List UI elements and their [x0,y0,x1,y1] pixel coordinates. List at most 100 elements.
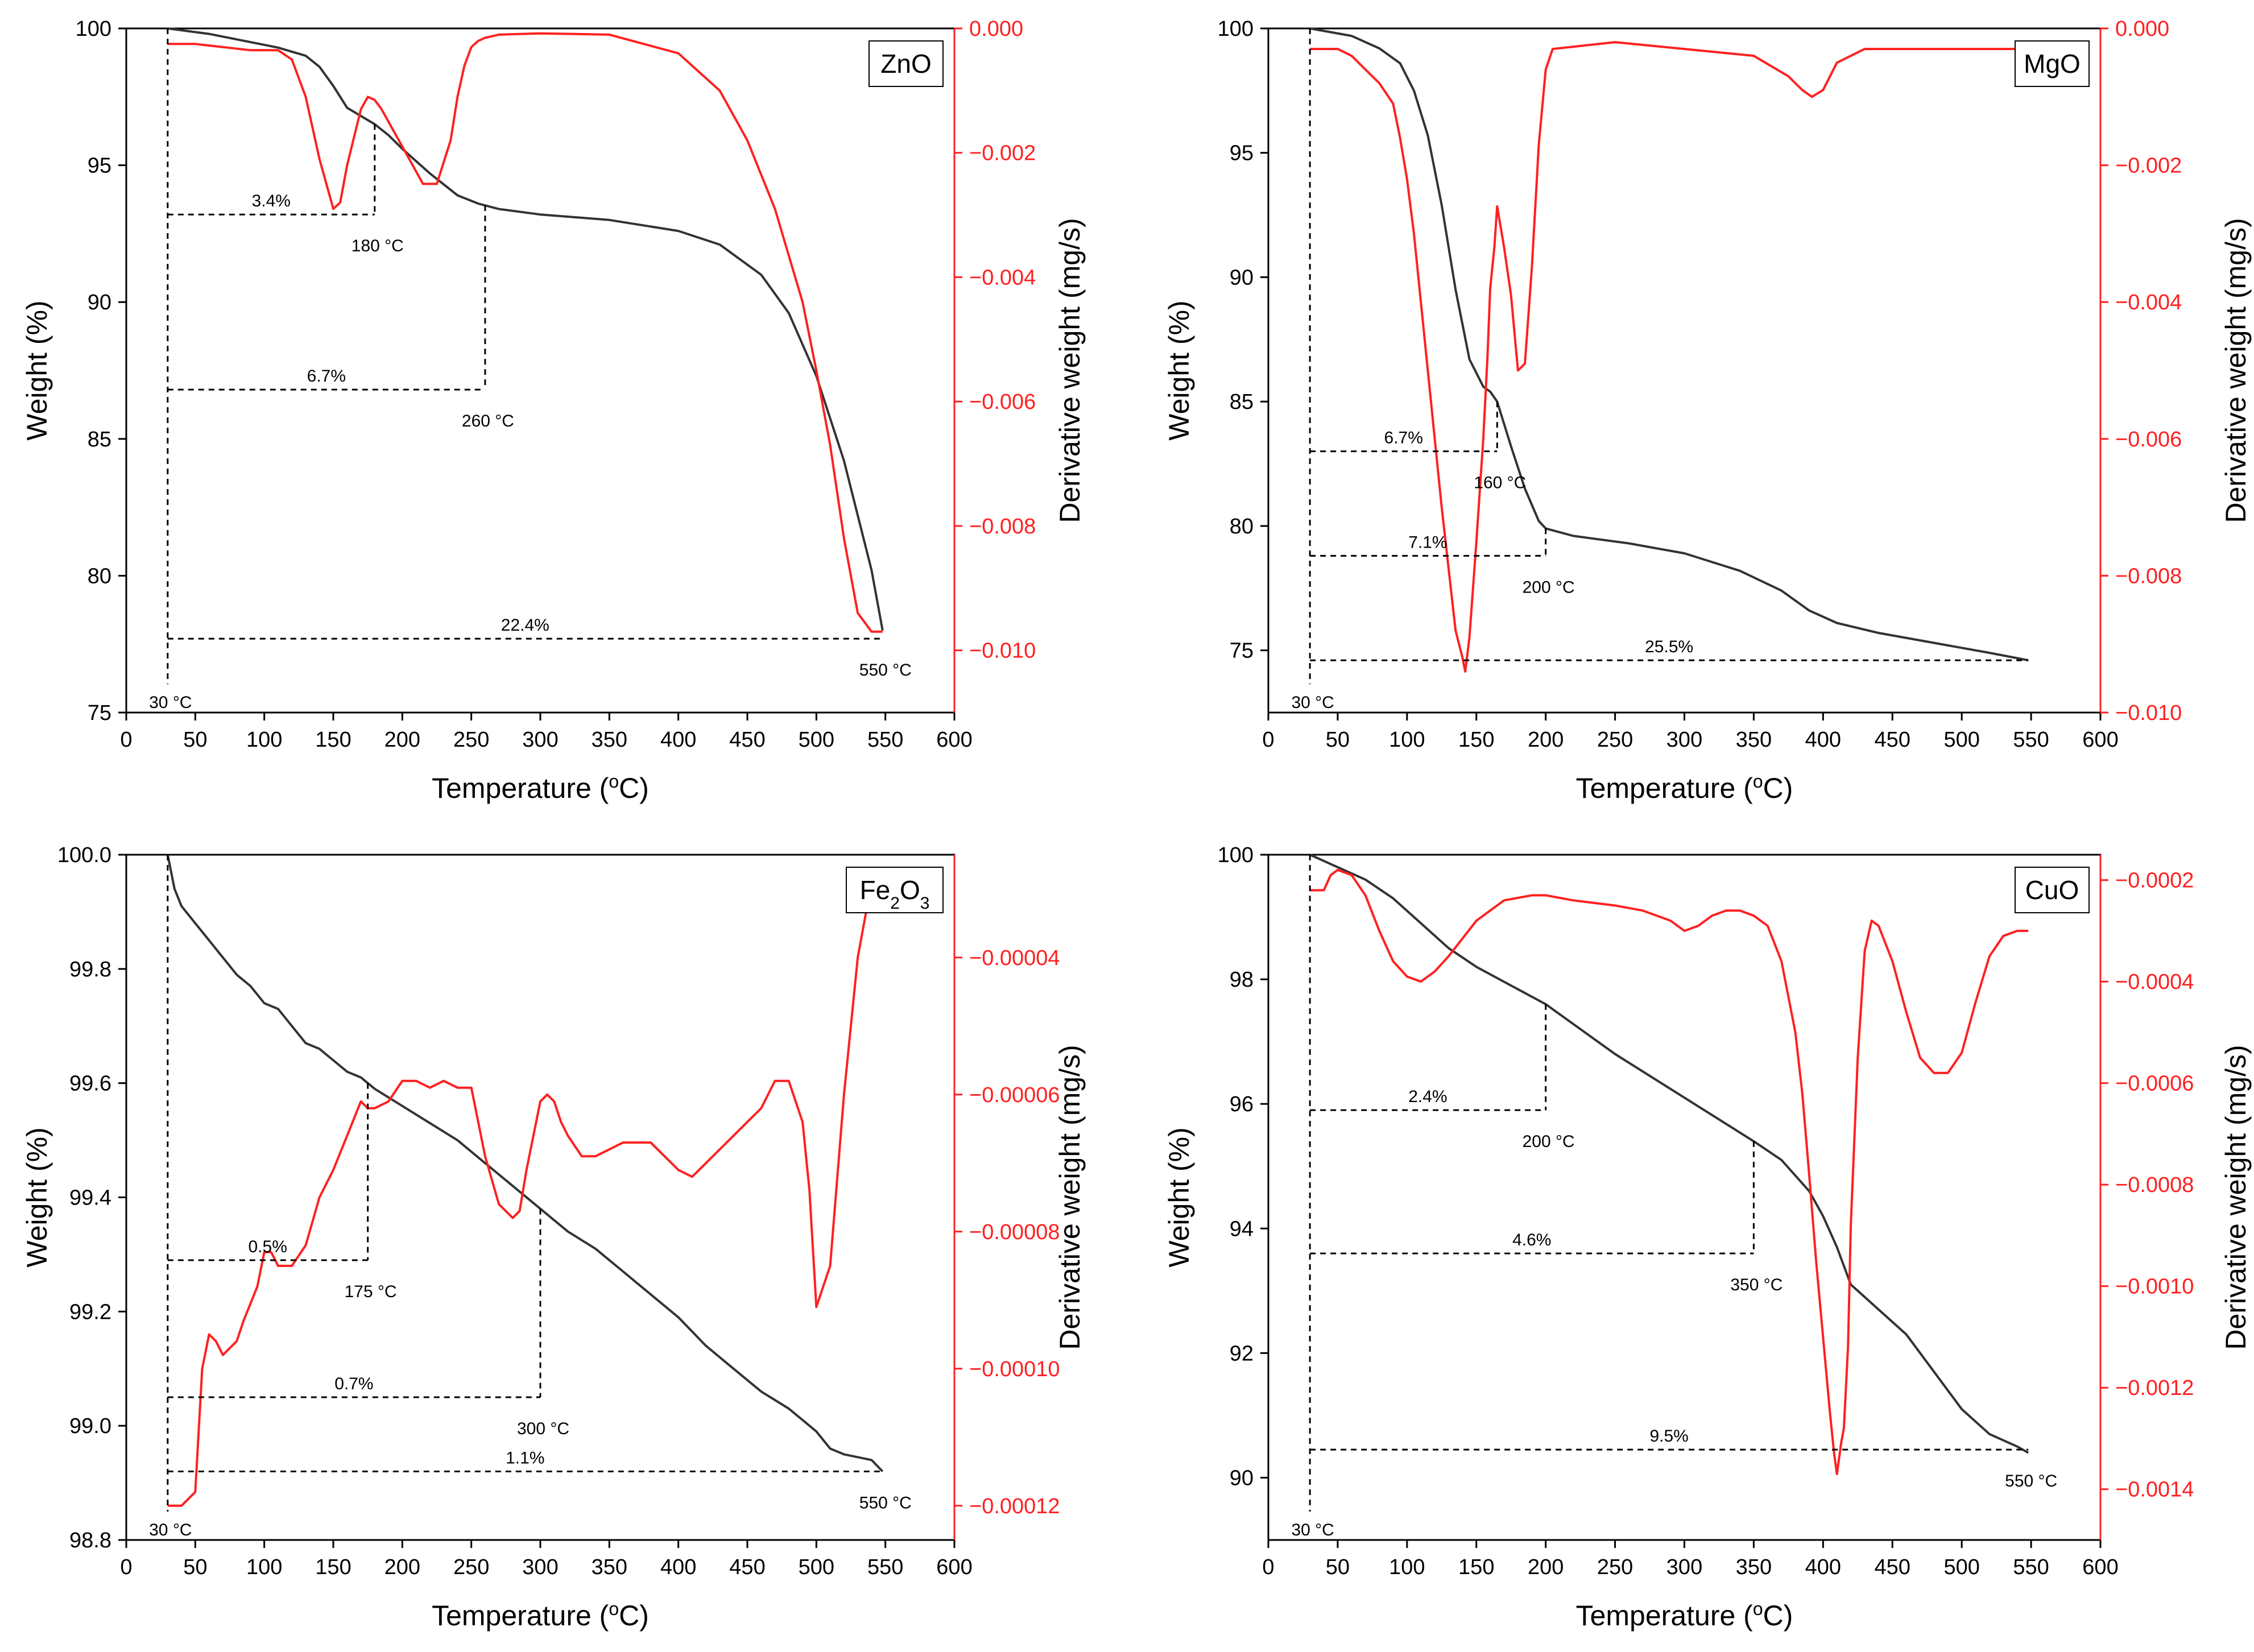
mass-loss-label: 3.4% [252,192,291,210]
x-tick-label: 400 [1805,728,1841,752]
panel-label: MgO [2024,49,2081,78]
panel-label-sub: 2 [890,894,900,913]
panel-label-box [2015,40,2090,87]
y2-tick-label: −0.0014 [2115,1478,2194,1502]
mass-loss-label: 2.4% [1408,1087,1447,1106]
x-axis-label: Temperature (oC) [432,771,649,804]
x-tick-label: 0 [120,728,132,752]
y-tick-label: 100 [76,17,111,41]
weight-curve-line [166,854,884,1472]
y-tick-label: 99.4 [69,1186,111,1210]
x-tick-label: 50 [1326,728,1350,752]
weight-curve-line [1309,27,2029,662]
x-tick-label: 100 [246,1555,282,1579]
x-tick-label: 150 [315,1555,351,1579]
y2-tick-label: −0.006 [2115,428,2182,452]
y2-axis-label: Derivative weight (mg/s) [1054,218,1086,523]
x-tick-label: 0 [120,1555,132,1579]
y2-tick-label: −0.00008 [969,1220,1060,1244]
x-tick-label: 300 [522,728,558,752]
y-tick-label: 90 [1230,266,1254,289]
y2-tick-label: −0.002 [2115,154,2182,178]
derivative-curve-line [1310,868,2029,1475]
x-tick-label: 600 [936,1555,972,1579]
x-axis-label: Temperature (oC) [1576,1599,1793,1632]
y2-tick-label: 0.000 [2115,17,2169,41]
x-tick-label: 400 [660,728,696,752]
y2-tick-label: −0.006 [969,390,1036,414]
y-tick-label: 85 [1230,390,1254,414]
y-axis-label: Weight (%) [21,300,53,440]
y-tick-label: 80 [88,564,111,588]
x-tick-label: 350 [592,1555,627,1579]
x-tick-label: 250 [453,1555,489,1579]
chart-panel-2: 0 50 100 150 200 250 300 350 400 450 500 550 600 75 80… [1163,17,2252,804]
panel-label: CuO [2025,875,2079,905]
start-temp-label: 30 °C [1291,1521,1334,1539]
mass-loss-label: 1.1% [506,1449,544,1468]
y2-tick-label: −0.0002 [2115,869,2194,893]
panel-label-text: CuO [2025,875,2079,905]
y2-tick-label: −0.0004 [2115,970,2194,994]
temp-label: 175 °C [345,1282,397,1301]
temp-label: 350 °C [1730,1276,1782,1294]
y-axis-label: Weight (%) [1163,1127,1195,1267]
y-tick-label: 75 [1230,639,1254,663]
y2-tick-label: −0.0010 [2115,1275,2194,1299]
y-tick-label: 99.8 [69,958,111,982]
x-tick-label: 550 [2013,728,2049,752]
mass-loss-label: 0.5% [249,1237,287,1256]
y2-tick-label: −0.00010 [969,1357,1060,1381]
y-tick-label: 100 [1218,843,1254,867]
panel-label-box [2015,867,2090,913]
x-tick-label: 0 [1262,1555,1274,1579]
y-tick-label: 95 [1230,142,1254,165]
x-tick-label: 550 [2013,1555,2049,1579]
derivative-curve-line [167,881,883,1507]
x-tick-label: 200 [1528,728,1564,752]
start-temp-label: 30 °C [1291,693,1334,712]
start-temp-label: 30 °C [149,1521,192,1539]
x-tick-label: 400 [660,1555,696,1579]
y-tick-label: 99.6 [69,1072,111,1096]
panel-label: Fe2O3 [860,875,930,913]
x-tick-label: 600 [2082,728,2118,752]
temp-label: 550 °C [2005,1472,2057,1490]
y-tick-label: 99.2 [69,1300,111,1324]
x-axis-label-tail: C) [619,772,649,804]
x-tick-label: 300 [1666,1555,1702,1579]
y2-tick-label: −0.002 [969,142,1036,165]
temp-label: 260 °C [462,412,514,430]
x-tick-label: 250 [1597,728,1633,752]
x-tick-label: 450 [729,728,765,752]
y-tick-label: 90 [88,291,111,314]
x-tick-label: 250 [1597,1555,1633,1579]
mass-loss-label: 22.4% [501,616,549,635]
plot-frame [1267,27,2102,714]
x-tick-label: 200 [384,728,420,752]
panel-label-text: MgO [2024,49,2081,78]
start-temp-label: 30 °C [149,693,192,712]
mass-loss-label: 9.5% [1649,1427,1688,1446]
x-axis-label-main: Temperature ( [1576,772,1753,804]
y2-tick-label: 0.000 [969,17,1023,41]
y-tick-label: 100.0 [57,843,111,867]
x-axis-label-tail: C) [1763,772,1793,804]
panel-label-box [868,40,944,87]
x-axis-label-main: Temperature ( [432,772,609,804]
y-tick-label: 98.8 [69,1529,111,1552]
x-tick-label: 0 [1262,728,1274,752]
y-tick-label: 98 [1230,968,1254,992]
x-tick-label: 500 [1943,1555,1979,1579]
y2-tick-label: −0.00004 [969,946,1060,970]
x-tick-label: 600 [2082,1555,2118,1579]
x-axis-label: Temperature (oC) [1576,771,1793,804]
y2-tick-label: −0.010 [2115,701,2182,725]
x-tick-label: 600 [936,728,972,752]
y-tick-label: 80 [1230,515,1254,539]
mass-loss-label: 25.5% [1645,637,1693,656]
panel-label-text: ZnO [880,49,931,78]
x-tick-label: 150 [1458,1555,1494,1579]
x-axis-label-sup: o [609,1599,619,1619]
